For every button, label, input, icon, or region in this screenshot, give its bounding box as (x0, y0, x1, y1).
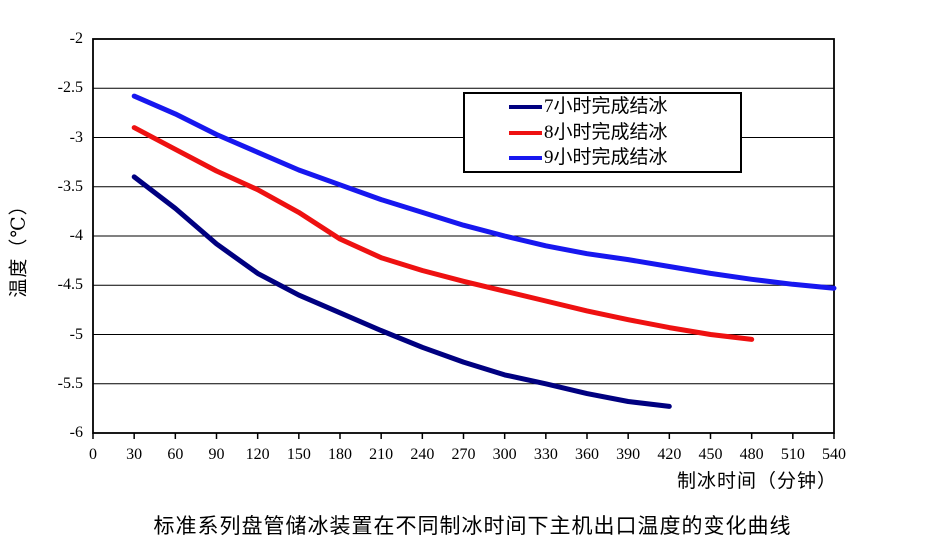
x-tick-label-2: 60 (167, 446, 184, 463)
plot-border (92, 38, 835, 434)
series-line-0 (131, 174, 672, 409)
legend-entry-0: 7小时完成结冰 (509, 95, 740, 119)
x-tick-label-1: 30 (126, 446, 143, 463)
x-tick-label-8: 240 (410, 446, 435, 463)
x-tick-label-0: 0 (89, 446, 97, 463)
y-tick-label-4: -4 (69, 227, 83, 244)
x-tick-label-15: 450 (698, 446, 723, 463)
chart-caption: 标准系列盘管储冰装置在不同制冰时间下主机出口温度的变化曲线 (153, 514, 792, 538)
x-tick-label-12: 360 (575, 446, 599, 463)
y-tick-label-2: -3 (69, 128, 83, 146)
x-tick-label-5: 150 (286, 446, 311, 463)
legend-entry-2: 9小时完成结冰 (509, 146, 740, 170)
x-tick-label-13: 390 (616, 446, 641, 463)
legend-line-swatch-icon (509, 155, 542, 160)
x-tick-label-6: 180 (328, 446, 352, 463)
x-tick-label-4: 120 (245, 446, 270, 463)
legend-label-0: 7小时完成结冰 (544, 96, 668, 118)
y-tick-label-3: -3.5 (57, 177, 83, 195)
y-tick-label-0: -2 (69, 30, 83, 47)
x-tick-label-7: 210 (369, 446, 394, 463)
legend-entry-1: 8小时完成结冰 (509, 121, 740, 145)
x-tick-label-14: 420 (657, 446, 682, 463)
series-line-2 (131, 93, 837, 291)
legend-line-swatch-icon (509, 105, 542, 110)
x-tick-label-17: 510 (780, 446, 805, 463)
x-tick-label-18: 540 (822, 446, 846, 463)
x-axis-title: 制冰时间（分钟） (676, 471, 837, 492)
x-tick-label-9: 270 (451, 446, 476, 463)
legend-line-swatch-icon (509, 130, 542, 135)
x-tick-label-16: 480 (739, 446, 764, 463)
legend-label-1: 8小时完成结冰 (544, 121, 668, 143)
y-axis-title: 温度（℃） (8, 195, 30, 298)
legend: 7小时完成结冰 8小时完成结冰 9小时完成结冰 (463, 92, 742, 173)
x-tick-label-3: 90 (208, 446, 225, 463)
y-tick-label-6: -5 (69, 325, 83, 343)
y-tick-label-7: -5.5 (57, 374, 83, 392)
x-tick-label-10: 300 (492, 446, 517, 463)
series-line-1 (131, 125, 755, 342)
legend-label-2: 9小时完成结冰 (544, 146, 668, 168)
y-tick-label-1: -2.5 (57, 79, 83, 97)
y-tick-label-5: -4.5 (57, 276, 83, 294)
y-tick-label-8: -6 (69, 424, 83, 441)
x-tick-label-11: 330 (533, 446, 558, 463)
